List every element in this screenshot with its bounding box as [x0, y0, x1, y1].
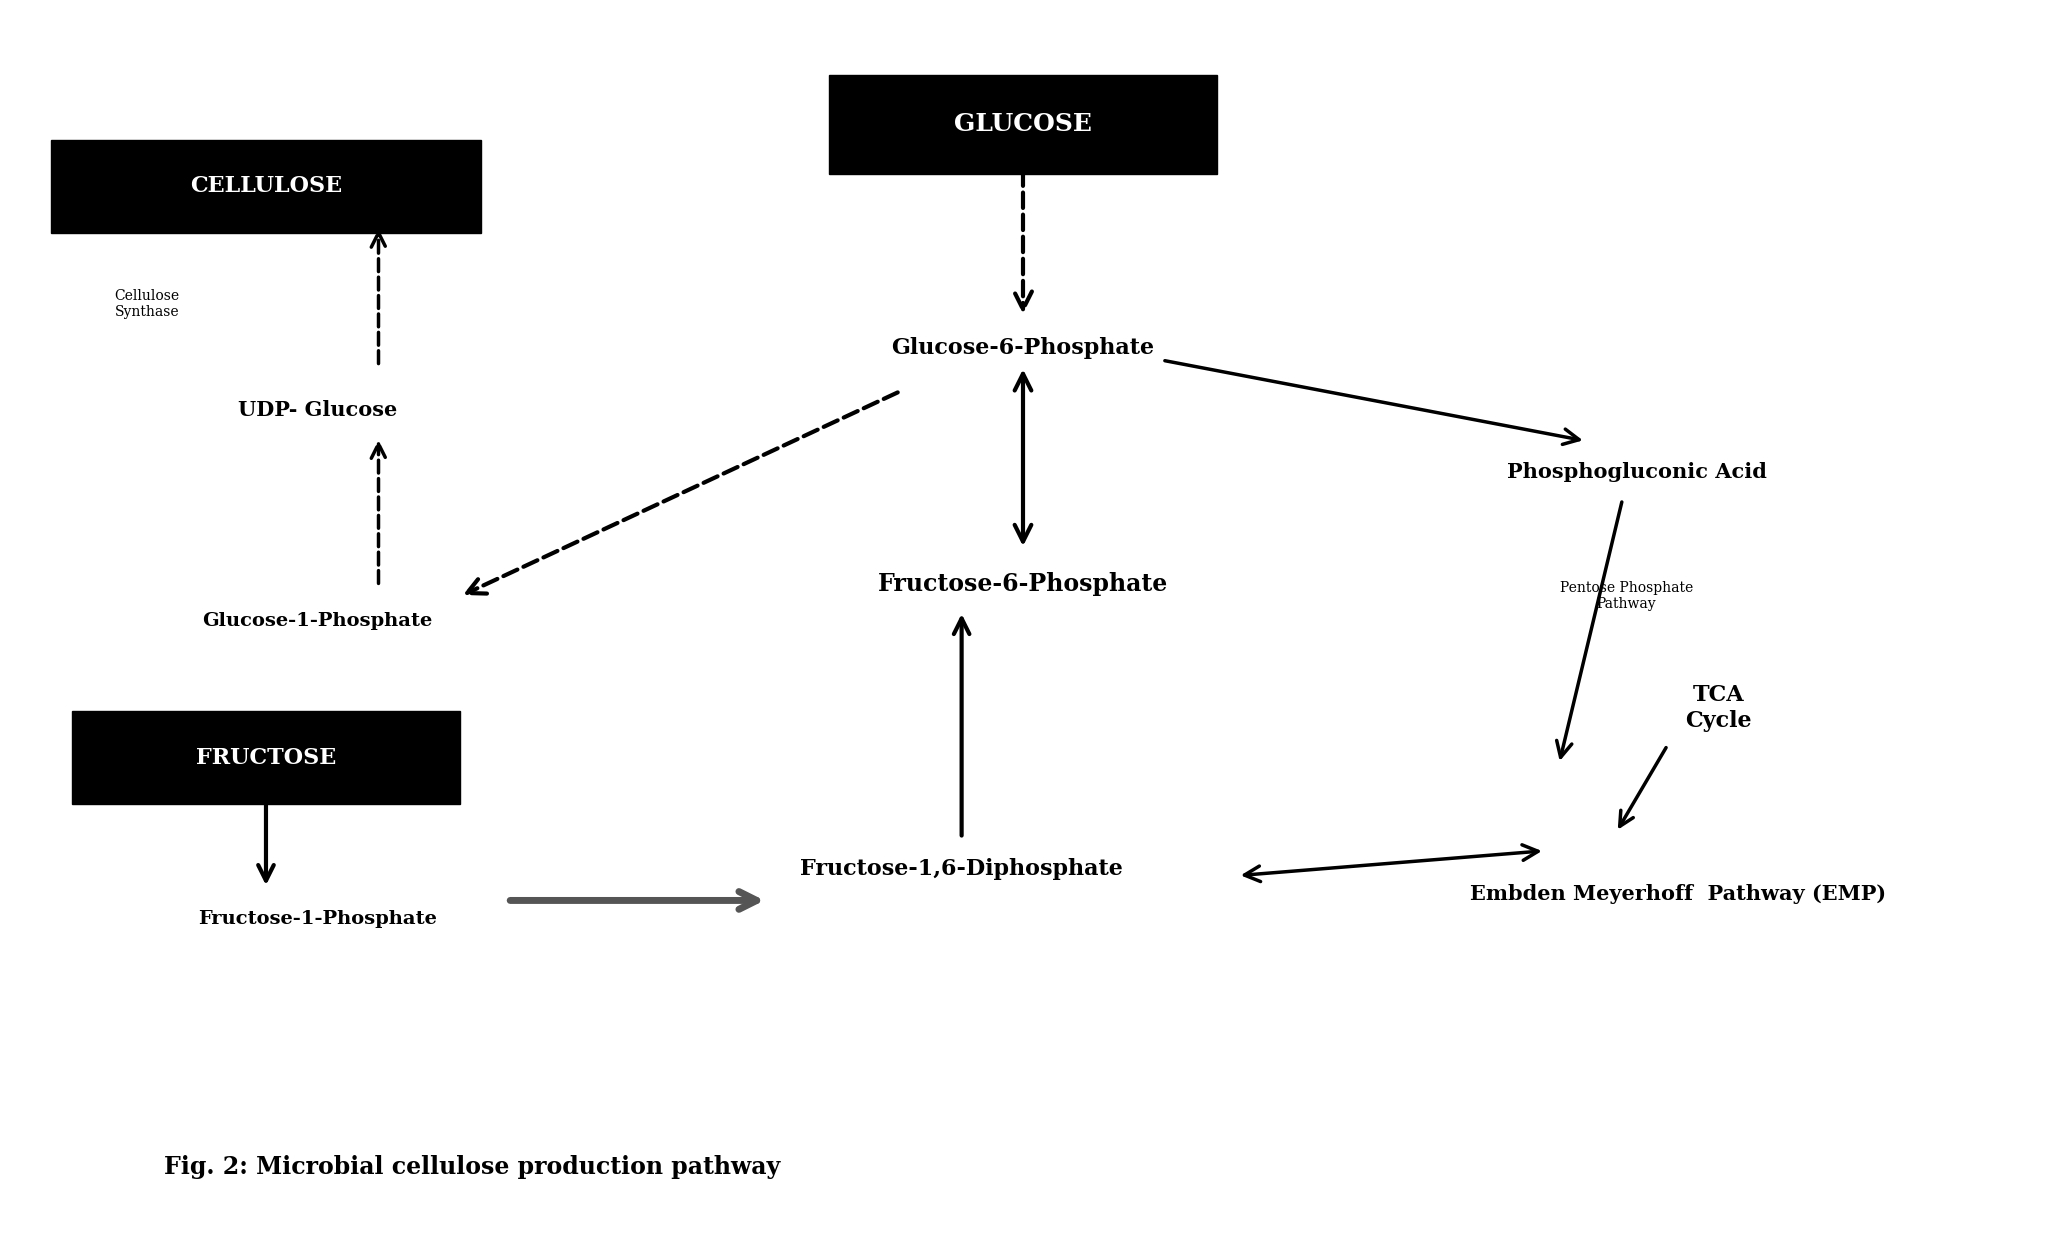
Text: GLUCOSE: GLUCOSE: [953, 112, 1093, 137]
Text: Fig. 2: Microbial cellulose production pathway: Fig. 2: Microbial cellulose production p…: [164, 1155, 780, 1180]
FancyBboxPatch shape: [51, 140, 481, 233]
Text: Embden Meyerhoff  Pathway (EMP): Embden Meyerhoff Pathway (EMP): [1469, 884, 1886, 904]
Text: Fructose-1,6-Diphosphate: Fructose-1,6-Diphosphate: [800, 858, 1123, 881]
Text: Pentose Phosphate
Pathway: Pentose Phosphate Pathway: [1559, 581, 1694, 611]
Text: TCA
Cycle: TCA Cycle: [1686, 684, 1751, 732]
Text: UDP- Glucose: UDP- Glucose: [237, 400, 397, 420]
Text: FRUCTOSE: FRUCTOSE: [196, 746, 336, 769]
Text: Fructose-6-Phosphate: Fructose-6-Phosphate: [878, 571, 1168, 596]
Text: CELLULOSE: CELLULOSE: [190, 175, 342, 197]
Text: Phosphogluconic Acid: Phosphogluconic Acid: [1506, 462, 1768, 482]
Text: Cellulose
Synthase: Cellulose Synthase: [115, 289, 180, 319]
Text: Fructose-1-Phosphate: Fructose-1-Phosphate: [198, 910, 436, 928]
FancyBboxPatch shape: [829, 75, 1217, 174]
Text: Glucose-6-Phosphate: Glucose-6-Phosphate: [892, 337, 1154, 359]
Text: Glucose-1-Phosphate: Glucose-1-Phosphate: [203, 612, 432, 630]
FancyBboxPatch shape: [72, 710, 460, 805]
